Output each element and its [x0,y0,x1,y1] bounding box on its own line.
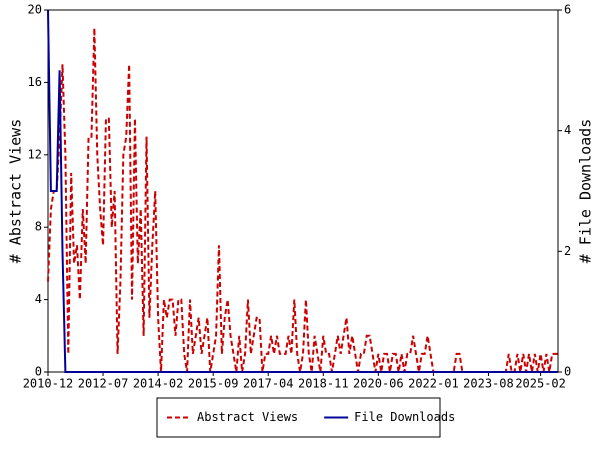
legend-label: File Downloads [354,410,455,424]
y2-tick-label: 0 [564,365,571,379]
y-axis-title: # Abstract Views [7,119,25,264]
x-tick-label: 2022-01 [408,377,459,391]
y-tick-label: 0 [35,365,42,379]
x-tick-label: 2025-02 [515,377,566,391]
y2-axis-title: # File Downloads [577,119,595,264]
y-tick-label: 16 [28,75,42,89]
x-tick-label: 2014-02 [133,377,184,391]
x-tick-label: 2012-07 [78,377,129,391]
y2-tick-label: 4 [564,123,571,137]
legend-label: Abstract Views [197,410,298,424]
series-line [47,28,558,373]
y2-tick-label: 6 [564,3,571,17]
y-tick-label: 8 [35,220,42,234]
y-tick-label: 12 [28,147,42,161]
x-tick-label: 2018-11 [298,377,349,391]
plot-frame [47,9,559,373]
series-line [47,9,558,373]
y2-tick-label: 2 [564,244,571,258]
x-tick-label: 2015-09 [188,377,239,391]
x-tick-label: 2017-04 [243,377,294,391]
x-tick-label: 2010-12 [23,377,74,391]
x-tick-label: 2020-06 [353,377,404,391]
legend-box [156,397,441,438]
x-tick-label: 2023-08 [463,377,514,391]
y-tick-label: 4 [35,292,42,306]
y-tick-label: 20 [28,3,42,17]
